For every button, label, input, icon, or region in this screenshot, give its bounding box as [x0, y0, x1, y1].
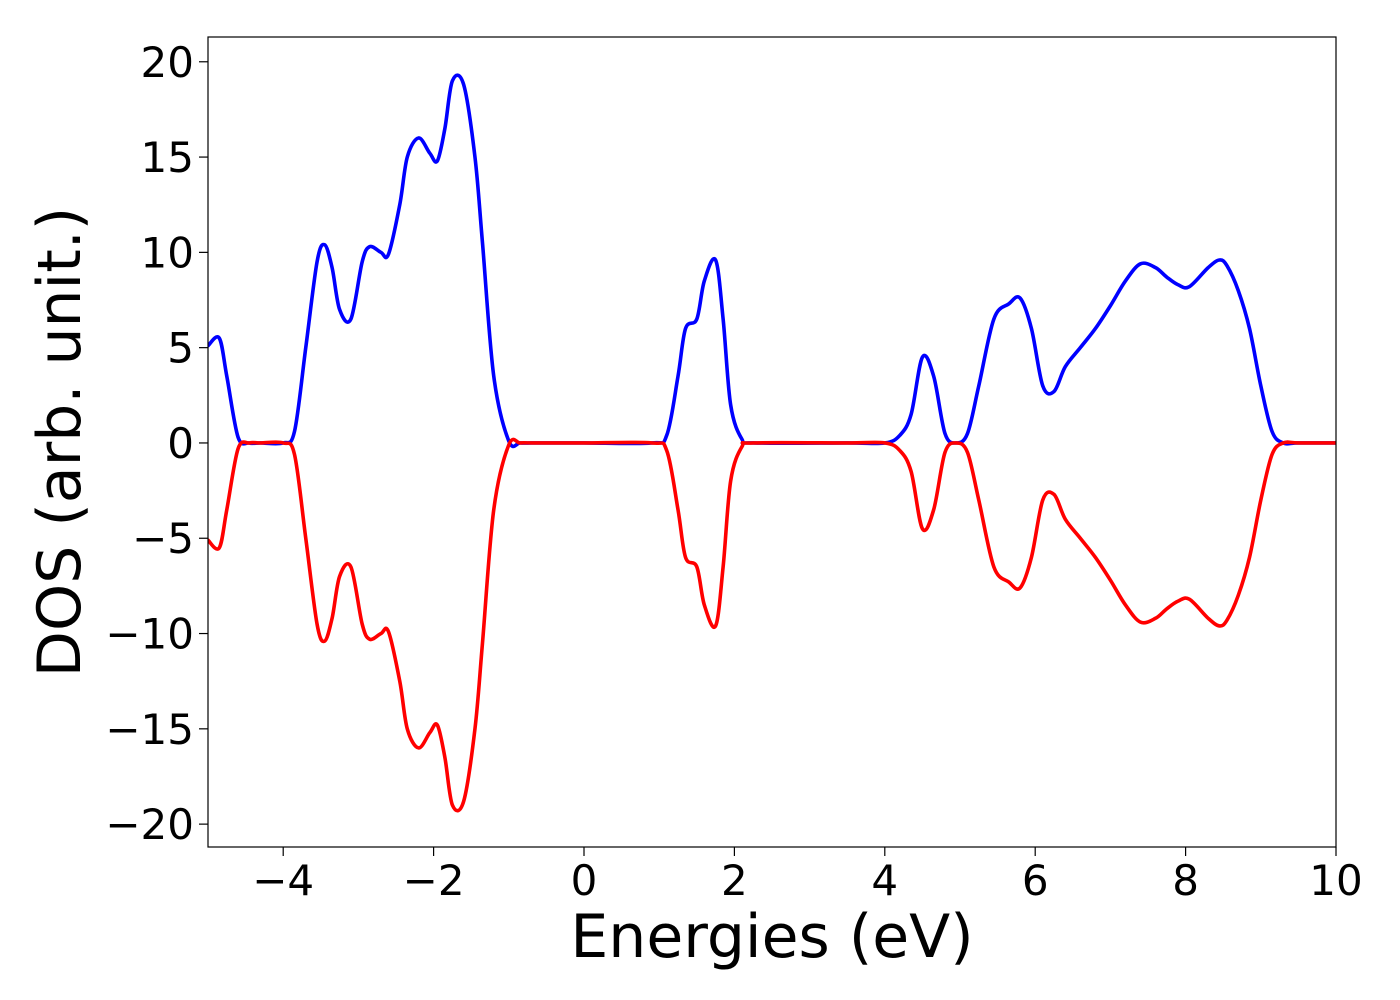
y-tick-label: 15 [141, 133, 194, 182]
x-tick-label: 8 [1172, 856, 1199, 905]
y-axis-ticks: 20 15 10 5 0 −5 −10 −15 −20 [105, 38, 208, 849]
series-line-1 [208, 73, 1336, 449]
x-tick-label: 6 [1022, 856, 1049, 905]
y-tick-label: 20 [141, 38, 194, 87]
y-tick-label: 0 [167, 419, 194, 468]
y-tick-label: 5 [167, 324, 194, 373]
y-tick-label: −5 [132, 514, 194, 563]
series-layer [208, 73, 1336, 813]
x-axis-ticks: −4 −2 0 2 4 6 8 10 [252, 847, 1363, 905]
x-tick-label: 0 [571, 856, 598, 905]
y-tick-label: −15 [105, 705, 194, 754]
y-tick-label: −20 [105, 800, 194, 849]
y-axis-label: DOS (arb. unit.) [25, 207, 95, 677]
x-tick-label: −2 [403, 856, 465, 905]
x-axis-label: Energies (eV) [570, 902, 973, 972]
series-line-2 [208, 437, 1336, 813]
plot-frame [207, 36, 1337, 848]
x-tick-label: 10 [1309, 856, 1362, 905]
y-tick-label: 10 [141, 228, 194, 277]
x-tick-label: 4 [871, 856, 898, 905]
x-tick-label: 2 [721, 856, 748, 905]
x-tick-label: −4 [252, 856, 314, 905]
y-tick-label: −10 [105, 610, 194, 659]
